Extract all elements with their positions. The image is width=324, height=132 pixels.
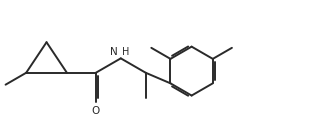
Text: H: H (122, 47, 130, 57)
Text: O: O (92, 106, 100, 116)
Text: N: N (110, 47, 118, 57)
